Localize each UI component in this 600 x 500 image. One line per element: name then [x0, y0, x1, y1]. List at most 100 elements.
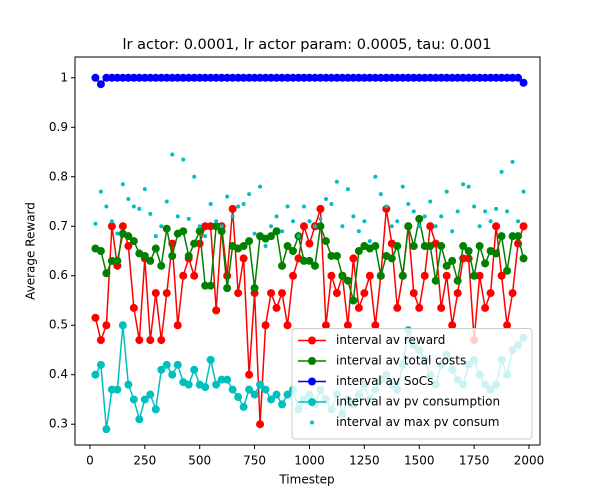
data-point: [321, 237, 330, 246]
data-point: [230, 214, 235, 219]
chart-title: lr actor: 0.0001, lr actor param: 0.0005…: [122, 37, 491, 53]
data-point: [228, 73, 237, 82]
data-point: [239, 254, 248, 263]
data-point: [118, 222, 127, 231]
data-point: [124, 73, 133, 82]
data-point: [129, 73, 138, 82]
data-point: [190, 271, 199, 280]
data-point: [289, 73, 298, 82]
data-point: [426, 222, 435, 231]
data-point: [340, 224, 345, 229]
data-point: [470, 271, 479, 280]
data-point: [343, 73, 352, 82]
data-point: [371, 321, 380, 330]
data-point: [146, 256, 155, 265]
data-point: [162, 224, 171, 233]
data-point: [140, 73, 149, 82]
data-point: [521, 189, 526, 194]
data-point: [448, 73, 457, 82]
data-point: [168, 370, 177, 379]
data-point: [354, 247, 363, 255]
data-point: [234, 289, 243, 298]
data-point: [93, 221, 98, 226]
data-point: [126, 197, 131, 202]
data-point: [190, 73, 199, 82]
data-point: [514, 73, 523, 82]
data-point: [437, 303, 446, 312]
data-point: [409, 242, 418, 251]
data-point: [327, 73, 336, 82]
data-point: [217, 375, 226, 384]
x-tick-label: 750: [243, 454, 266, 468]
data-point: [351, 214, 356, 219]
data-point: [157, 336, 166, 345]
data-point: [225, 194, 230, 199]
data-point: [120, 182, 125, 187]
data-point: [118, 73, 127, 82]
data-point: [113, 256, 122, 265]
data-point: [214, 219, 219, 224]
data-point: [137, 206, 142, 211]
plot-frame: [74, 56, 541, 446]
data-point: [508, 232, 517, 241]
x-axis-label: Timestep: [278, 473, 334, 487]
data-point: [267, 395, 276, 404]
data-point: [250, 390, 259, 399]
data-point: [404, 222, 413, 231]
data-point: [96, 80, 105, 89]
data-point: [192, 174, 197, 179]
legend-marker: [308, 357, 316, 365]
data-point: [464, 73, 473, 82]
data-point: [113, 385, 122, 394]
data-point: [223, 271, 232, 280]
data-point: [228, 204, 237, 213]
data-point: [492, 249, 501, 258]
data-point: [470, 73, 479, 82]
legend-label: interval av SoCs: [336, 374, 433, 388]
data-point: [285, 204, 290, 209]
data-point: [184, 73, 193, 82]
data-point: [252, 231, 257, 236]
data-point: [486, 73, 495, 82]
data-point: [332, 251, 341, 260]
data-point: [109, 219, 114, 224]
data-point: [135, 73, 144, 82]
data-point: [258, 184, 263, 189]
data-point: [107, 73, 116, 82]
data-point: [102, 425, 111, 434]
data-point: [332, 289, 341, 298]
data-point: [505, 209, 510, 214]
data-point: [299, 73, 308, 82]
data-point: [464, 247, 473, 255]
data-point: [508, 73, 517, 82]
data-point: [272, 390, 281, 399]
data-point: [146, 73, 155, 82]
data-point: [140, 251, 149, 260]
data-point: [280, 229, 285, 234]
data-point: [175, 214, 180, 219]
data-point: [159, 224, 164, 229]
data-point: [173, 360, 182, 369]
data-point: [267, 73, 276, 82]
data-point: [442, 271, 451, 280]
data-point: [153, 234, 158, 239]
data-point: [162, 360, 171, 369]
data-point: [239, 402, 248, 411]
data-point: [197, 224, 202, 229]
data-point: [459, 242, 468, 251]
data-point: [131, 204, 136, 209]
data-point: [278, 73, 287, 82]
data-point: [195, 227, 204, 236]
data-point: [343, 276, 352, 285]
data-point: [96, 336, 105, 345]
data-point: [283, 321, 292, 330]
data-point: [234, 73, 243, 82]
data-point: [477, 224, 482, 229]
data-point: [338, 73, 347, 82]
data-point: [201, 73, 210, 82]
data-point: [278, 289, 287, 298]
data-point: [289, 247, 298, 255]
data-point: [301, 204, 306, 209]
data-point: [129, 303, 138, 312]
